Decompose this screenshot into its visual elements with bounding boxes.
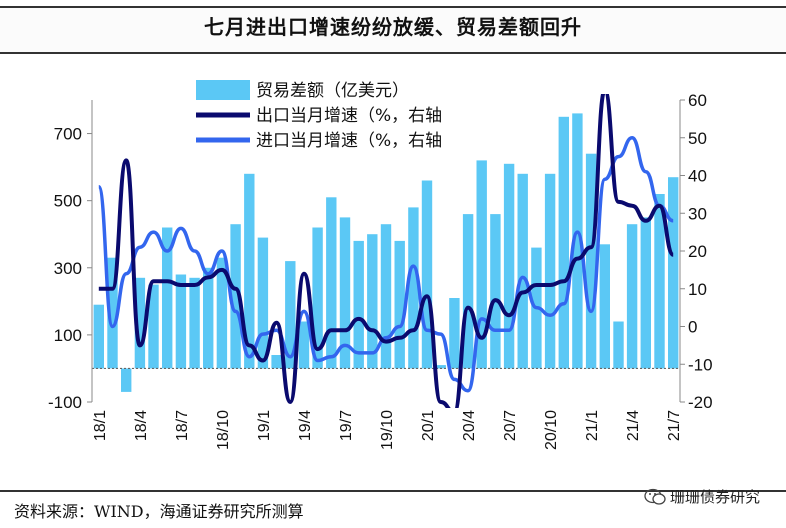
x-tick-label: 21/1 (584, 410, 601, 441)
trade-balance-bar (626, 224, 638, 369)
legend-label: 出口当月增速（%，右轴 (256, 106, 442, 126)
trade-balance-bar (394, 240, 405, 369)
trade-balance-bar (544, 173, 556, 369)
right-tick-label: 60 (688, 91, 707, 110)
x-tick-label: 21/7 (666, 410, 683, 441)
trade-balance-bar (613, 321, 624, 369)
trade-balance-bar (134, 277, 146, 369)
trade-balance-bar (490, 214, 501, 369)
trade-balance-bar (476, 160, 487, 369)
trade-balance-bar (435, 365, 446, 369)
right-tick-label: -10 (688, 355, 713, 374)
right-tick-label: 10 (688, 280, 707, 299)
right-tick-label: 30 (688, 204, 707, 223)
trade-balance-bar (339, 217, 351, 369)
left-tick-label: 500 (54, 192, 82, 211)
right-tick-label: 20 (688, 242, 707, 261)
right-tick-label: -20 (688, 393, 713, 412)
left-tick-label: 100 (54, 326, 82, 345)
trade-balance-bar (503, 163, 515, 369)
trade-balance-bar (326, 197, 337, 369)
trade-balance-bar (285, 261, 296, 369)
watermark-text: 珊珊债券研究 (669, 488, 760, 506)
trade-balance-bar (121, 368, 132, 392)
x-tick-label: 18/10 (215, 410, 232, 450)
trade-balance-bar (216, 257, 228, 369)
x-tick-label: 19/4 (297, 410, 314, 441)
footer-divider (0, 490, 786, 492)
left-tick-label: 300 (54, 259, 82, 278)
trade-balance-bar (599, 244, 610, 369)
right-tick-label: 40 (688, 167, 707, 186)
trade-balance-bar (189, 277, 200, 369)
left-tick-label: 700 (54, 125, 82, 144)
x-tick-label: 20/7 (502, 410, 519, 441)
trade-balance-bar (558, 116, 569, 369)
x-tick-label: 21/4 (625, 410, 642, 441)
trade-balance-bar (654, 194, 665, 369)
watermark: 珊珊债券研究 (644, 486, 760, 507)
x-tick-label: 20/1 (420, 410, 437, 441)
x-tick-label: 19/1 (256, 410, 273, 441)
trade-balance-bar (449, 298, 460, 369)
trade-balance-bar (462, 214, 474, 369)
trade-balance-bar (408, 207, 419, 369)
trade-balance-bar (380, 224, 392, 369)
trade-balance-bar (668, 177, 679, 369)
trade-balance-bar (585, 153, 597, 369)
left-tick-label: -100 (48, 393, 82, 412)
trade-balance-bar (162, 227, 173, 369)
trade-balance-bar (353, 240, 364, 369)
trade-balance-bar (517, 173, 528, 369)
import-growth-line (97, 136, 674, 393)
trade-balance-bar (640, 217, 651, 369)
wechat-icon (644, 488, 666, 505)
trade-balance-bar (257, 237, 269, 369)
right-tick-label: 50 (688, 129, 707, 148)
trade-balance-bar (230, 224, 241, 369)
x-tick-label: 18/4 (133, 410, 150, 441)
export-growth-line (98, 94, 676, 408)
title-bar (0, 6, 786, 54)
source-note: 资料来源：WIND，海通证券研究所测算 (14, 502, 304, 521)
trade-balance-bar (175, 274, 187, 369)
trade-balance-bar (367, 234, 378, 369)
trade-balance-bar (572, 113, 583, 369)
trade-balance-bar (271, 355, 282, 369)
x-tick-label: 18/1 (92, 410, 109, 441)
legend-label: 进口当月增速（%，右轴 (256, 131, 442, 151)
x-tick-label: 19/7 (338, 410, 355, 441)
trade-balance-bar (312, 227, 323, 369)
trade-balance-bar (93, 304, 104, 369)
chart-title: 七月进出口增速纷纷放缓、贸易差额回升 (204, 15, 582, 39)
right-tick-label: 0 (688, 318, 697, 337)
x-tick-label: 20/10 (543, 410, 560, 450)
trade-balance-bar (203, 267, 214, 369)
trade-balance-bar (107, 257, 118, 369)
legend-bar-swatch (196, 80, 250, 100)
x-tick-label: 19/10 (379, 410, 396, 450)
trade-balance-bar (244, 173, 255, 369)
trade-balance-bar (298, 321, 310, 369)
x-tick-label: 20/4 (461, 410, 478, 441)
trade-balance-bar (148, 284, 159, 369)
x-tick-label: 18/7 (174, 410, 191, 441)
legend-label: 贸易差额（亿美元） (256, 81, 409, 101)
trade-balance-bar (421, 180, 433, 369)
